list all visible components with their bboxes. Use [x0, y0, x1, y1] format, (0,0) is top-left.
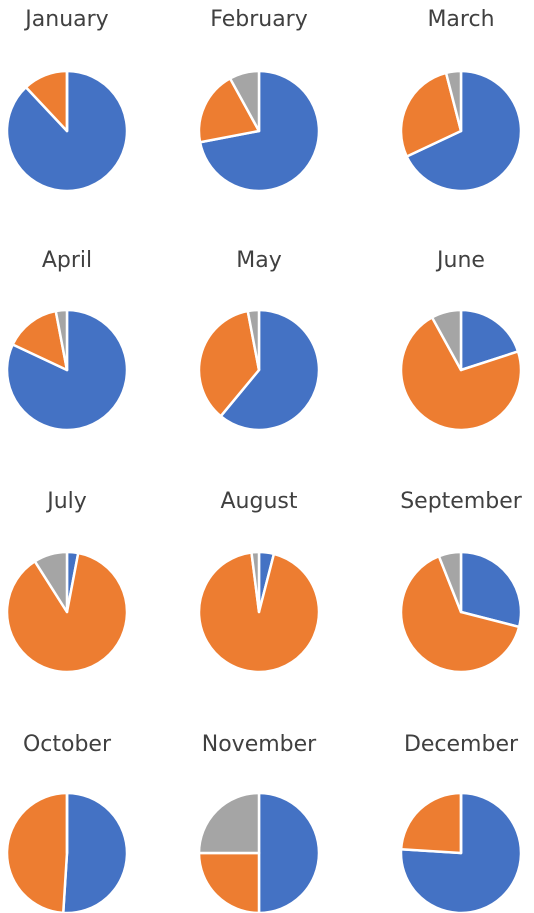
chart-title: April	[42, 248, 92, 273]
pie-slice	[399, 791, 463, 855]
chart-title: March	[427, 7, 494, 32]
chart-title: February	[210, 7, 308, 32]
pie-slice	[33, 550, 69, 614]
chart-title: September	[400, 489, 523, 514]
pie-slice	[459, 550, 523, 629]
chart-title: December	[404, 732, 519, 757]
pie-slice	[54, 308, 69, 372]
pie-slice	[197, 851, 261, 913]
pie-slice	[197, 791, 261, 855]
pie-slice	[399, 71, 463, 158]
pie-slice	[5, 308, 129, 432]
chart-title: June	[435, 248, 485, 273]
pie-slice	[197, 309, 261, 418]
pie-slice	[430, 308, 463, 372]
chart-title: January	[23, 7, 108, 32]
pie-slice	[246, 308, 261, 372]
pie-slice	[405, 69, 523, 193]
chart-title: May	[236, 248, 281, 273]
pie-slice	[197, 77, 261, 144]
pie-slice	[5, 791, 69, 913]
pie-slice	[250, 550, 261, 614]
pie-slice	[219, 308, 321, 432]
pie-slice	[399, 316, 523, 432]
chart-title: October	[23, 732, 112, 757]
pie-slice	[228, 69, 261, 133]
chart-title: July	[45, 489, 87, 514]
pie-slice	[61, 791, 129, 913]
chart-title: August	[221, 489, 298, 514]
pie-slice	[444, 69, 463, 133]
pie-slice	[257, 791, 321, 913]
pie-slice	[437, 550, 463, 614]
pie-slice	[399, 554, 521, 674]
chart-title: November	[202, 732, 317, 757]
